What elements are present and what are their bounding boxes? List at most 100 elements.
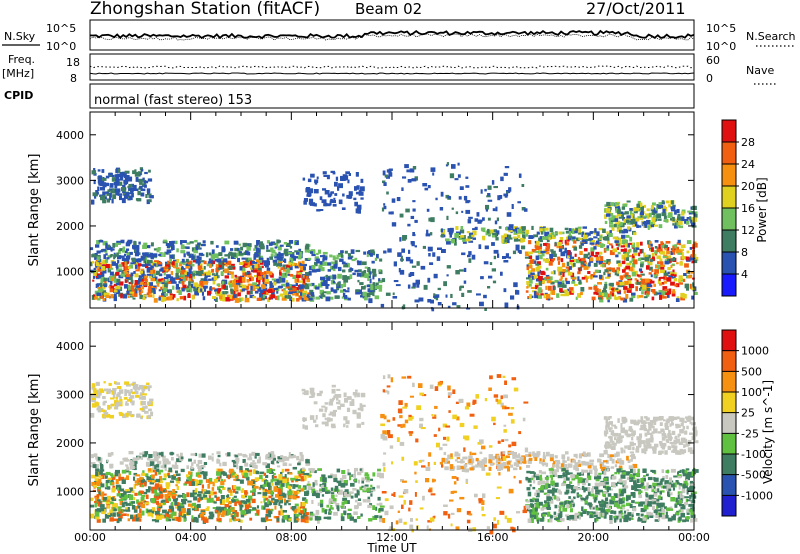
data-cell xyxy=(462,460,465,464)
data-cell xyxy=(118,499,124,502)
data-cell xyxy=(389,526,393,529)
data-cell xyxy=(110,277,114,282)
data-cell xyxy=(133,506,138,510)
data-cell xyxy=(139,476,143,480)
data-cell xyxy=(225,508,229,512)
data-cell xyxy=(152,293,155,298)
data-cell xyxy=(224,254,229,257)
data-cell xyxy=(653,291,658,296)
data-cell xyxy=(333,511,338,516)
data-cell xyxy=(662,251,666,255)
data-cell xyxy=(504,438,509,442)
data-cell xyxy=(293,518,298,523)
data-cell xyxy=(438,427,441,432)
data-cell xyxy=(171,457,174,461)
data-cell xyxy=(323,294,326,298)
data-cell xyxy=(384,498,389,502)
data-cell xyxy=(213,491,217,495)
data-cell xyxy=(153,458,157,462)
data-cell xyxy=(308,283,313,287)
data-cell xyxy=(550,271,554,275)
data-cell xyxy=(422,245,426,249)
data-cell xyxy=(231,515,235,520)
data-cell xyxy=(164,293,169,296)
data-cell xyxy=(266,249,271,252)
data-cell xyxy=(124,494,128,500)
data-cell xyxy=(360,186,365,192)
data-cell xyxy=(176,485,180,490)
data-cell xyxy=(203,497,208,500)
data-cell xyxy=(664,288,669,292)
data-cell xyxy=(221,281,225,286)
data-cell xyxy=(367,268,371,273)
data-cell xyxy=(400,424,403,429)
data-cell xyxy=(339,258,344,262)
data-cell xyxy=(546,244,551,249)
data-cell xyxy=(218,252,223,256)
data-cell xyxy=(459,229,465,234)
data-cell xyxy=(645,292,650,297)
data-cell xyxy=(176,259,179,263)
data-cell xyxy=(604,236,610,241)
data-cell xyxy=(150,486,156,492)
data-cell xyxy=(416,405,422,410)
data-cell xyxy=(552,253,557,258)
data-cell xyxy=(141,286,144,290)
data-cell xyxy=(655,265,659,268)
data-cell xyxy=(609,224,614,228)
data-cell xyxy=(219,266,223,270)
data-cell xyxy=(201,484,204,489)
data-cell xyxy=(125,412,129,417)
data-cell xyxy=(416,261,420,266)
data-cell xyxy=(407,179,412,183)
data-cell xyxy=(690,271,694,274)
data-cell xyxy=(150,282,153,286)
data-cell xyxy=(95,244,100,248)
data-cell xyxy=(162,459,166,464)
data-cell xyxy=(195,472,201,477)
data-cell xyxy=(434,414,437,418)
data-cell xyxy=(153,452,157,457)
data-cell xyxy=(230,248,234,251)
data-cell xyxy=(158,480,163,484)
data-cell xyxy=(142,454,148,457)
data-cell xyxy=(300,510,304,514)
data-cell xyxy=(609,250,615,256)
data-cell xyxy=(618,465,623,471)
data-cell xyxy=(190,453,196,456)
data-cell xyxy=(469,234,472,238)
data-cell xyxy=(346,396,352,400)
data-cell xyxy=(324,406,328,410)
data-cell xyxy=(181,269,186,273)
data-cell xyxy=(517,459,521,464)
data-cell xyxy=(249,472,252,476)
data-cell xyxy=(195,480,201,484)
data-cell xyxy=(683,278,686,282)
data-cell xyxy=(304,516,310,520)
data-cell xyxy=(544,258,550,263)
data-cell xyxy=(402,423,406,428)
data-cell xyxy=(103,412,109,417)
data-cell xyxy=(557,281,563,285)
data-cell xyxy=(600,243,604,248)
data-cell xyxy=(636,279,639,282)
data-cell xyxy=(446,274,449,277)
data-cell xyxy=(292,484,296,489)
data-cell xyxy=(583,453,588,458)
data-cell xyxy=(643,296,648,299)
data-cell xyxy=(244,462,249,467)
data-cell xyxy=(139,279,142,282)
data-cell xyxy=(142,177,145,182)
data-cell xyxy=(258,252,261,258)
data-cell xyxy=(92,388,97,393)
data-cell xyxy=(346,493,351,498)
data-cell xyxy=(151,490,155,494)
data-cell xyxy=(264,283,268,287)
data-cell xyxy=(693,212,696,216)
data-cell xyxy=(136,286,142,291)
data-cell xyxy=(627,255,632,258)
data-cell xyxy=(581,237,585,242)
data-cell xyxy=(420,427,426,430)
data-cell xyxy=(95,496,98,502)
